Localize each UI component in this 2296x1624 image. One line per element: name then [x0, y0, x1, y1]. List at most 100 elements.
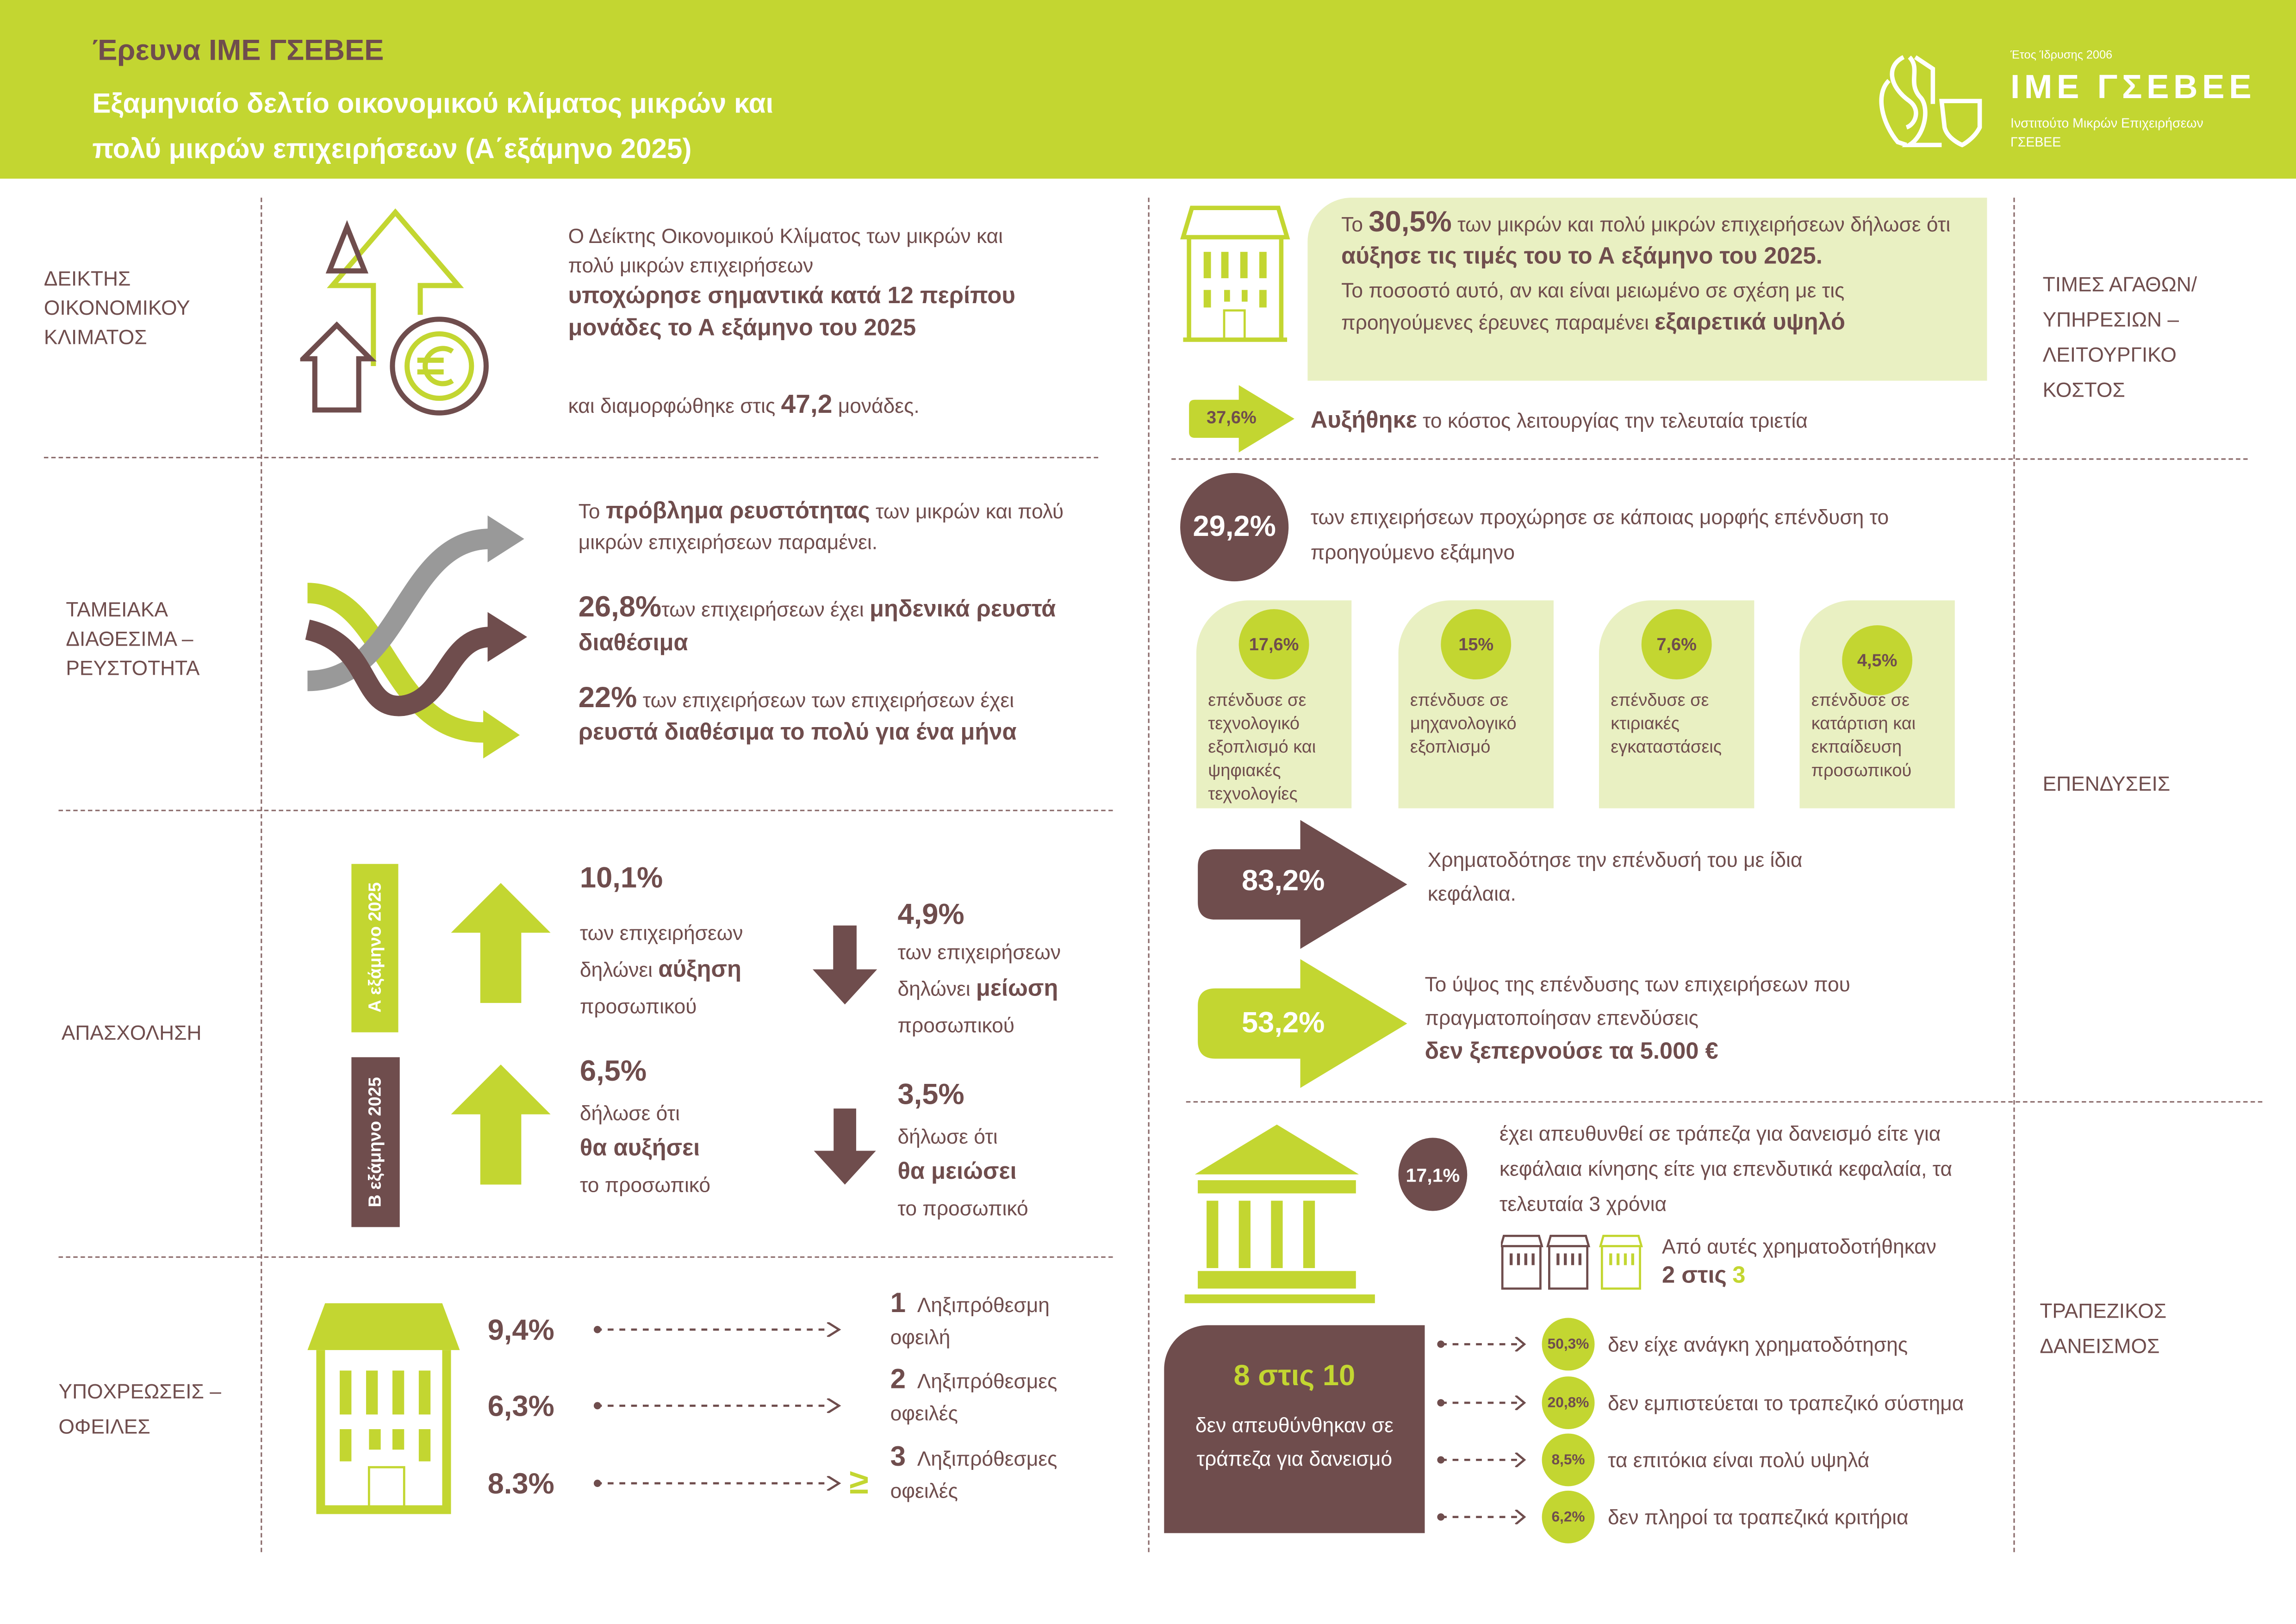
card-text: επένδυσε σε κτιριακές εγκαταστάσεις — [1611, 690, 1722, 757]
debt-count: 3 — [890, 1442, 906, 1473]
text: το προσωπικό — [897, 1196, 1028, 1220]
debt-value: 8.3% — [487, 1468, 554, 1501]
card-value: 7,6% — [1641, 609, 1712, 680]
text: Ληξιπρόθεσμες — [917, 1369, 1058, 1393]
debt-label: 2 Ληξιπρόθεσμες οφειλές — [890, 1365, 1058, 1429]
card-value: 15% — [1441, 609, 1512, 680]
text: δηλώνει — [579, 958, 653, 981]
arrow-up-icon — [451, 1064, 551, 1185]
text: και διαμορφώθηκε στις — [568, 394, 776, 417]
text: Αυξήθηκε — [1310, 408, 1417, 434]
text: Ληξιπρόθεσμες — [917, 1446, 1058, 1470]
card-text: επένδυσε σε τεχνολογικό εξοπλισμό και ψη… — [1208, 690, 1316, 804]
reason-text: δεν είχε ανάγκη χρηματοδότησης — [1607, 1332, 1908, 1356]
bank-value-circle: 17,1% — [1398, 1138, 1468, 1211]
divider — [1148, 198, 1150, 1552]
text: Το ποσοστό αυτό, αν και είναι μειωμένο σ… — [1341, 278, 1845, 334]
text: των μικρών και πολύ μικρών επιχειρήσεων … — [578, 499, 1064, 554]
employment-a-down: 4,9% των επιχειρήσεων δηλώνει μείωση προσωπ… — [897, 897, 1061, 1044]
climate-highlight: υποχώρησε σημαντικά κατά 12 περίπου μονά… — [568, 284, 1015, 342]
reason-value: 50,3% — [1542, 1318, 1595, 1371]
text: των επιχειρήσεων — [897, 940, 1061, 964]
dashed-arrow-icon — [1437, 1337, 1526, 1352]
section-label-prices: ΤΙΜΕΣ ΑΓΑΘΩΝ/ ΥΠΗΡΕΣΙΩΝ – ΛΕΙΤΟΥΡΓΙΚΟ ΚΟ… — [2042, 272, 2197, 401]
arrow-down-icon — [814, 1108, 876, 1185]
text: οφειλές — [890, 1479, 958, 1503]
dashed-arrow-icon — [1437, 1509, 1526, 1524]
debt-count: 1 — [890, 1288, 906, 1319]
climate-value-line: και διαμορφώθηκε στις 47,2 μονάδες. — [568, 388, 920, 422]
text: δηλώνει — [897, 977, 971, 1000]
section-label-bank-lending: ΤΡΑΠΕΖΙΚΟΣ ΔΑΝΕΙΣΜΟΣ — [2040, 1299, 2167, 1357]
investment-size-value: 53,2% — [1241, 1007, 1325, 1040]
invest-text: των επιχειρήσεων προχώρησε σε κάποιας μο… — [1310, 505, 1889, 564]
debt-count: 2 — [890, 1364, 906, 1396]
dashed-arrow-icon — [593, 1398, 841, 1413]
text: των επιχειρήσεων — [579, 921, 743, 945]
section-label-climate: ΔΕΙΚΤΗΣ ΟΙΚΟΝΟΜΙΚΟΥ ΚΛΙΜΑΤΟΣ — [44, 266, 190, 349]
text: αύξησε τις τιμές του το Α εξάμηνο του 20… — [1341, 244, 1823, 270]
building-icon — [307, 1303, 460, 1514]
logo-fullname-2: ΓΣΕΒΕΕ — [2010, 135, 2061, 149]
section-label-investments: ΕΠΕΝΔΥΣΕΙΣ — [2042, 772, 2171, 795]
text: οφειλή — [890, 1325, 951, 1349]
stat-value: 4,9% — [897, 899, 964, 932]
debt-label: 1 Ληξιπρόθεσμη οφειλή — [890, 1288, 1050, 1353]
text: το προσωπικό — [579, 1173, 711, 1196]
employment-b-down: 3,5% δήλωσε ότι θα μειώσει το προσωπικό — [897, 1078, 1028, 1226]
divider — [58, 809, 1113, 811]
not-applied-text: δεν απευθύνθηκαν σε τράπεζα για δανεισμό — [1195, 1413, 1394, 1470]
stat-value: 6,5% — [579, 1056, 647, 1088]
shop-building-icon — [1180, 205, 1290, 342]
divider — [1186, 1101, 2263, 1103]
text: Το ύψος της επένδυσης των επιχειρήσεων π… — [1425, 972, 1850, 1030]
arrows-euro-icon — [300, 208, 489, 416]
debt-value: 6,3% — [487, 1391, 554, 1424]
text: δεν ξεπερνούσε τα 5.000 € — [1425, 1039, 1718, 1065]
funded-text: Από αυτές χρηματοδοτήθηκαν 2 στις 3 — [1662, 1232, 1936, 1292]
reason-value: 6,2% — [1542, 1490, 1595, 1543]
period-b-label: Β εξάμηνο 2025 — [364, 1077, 386, 1207]
reason-text: δεν εμπιστεύεται το τραπεζικό σύστημα — [1607, 1391, 1964, 1415]
arrow-down-icon — [812, 925, 877, 1005]
text: δήλωσε ότι — [579, 1101, 680, 1125]
divider — [58, 1256, 1113, 1258]
period-a-label: Α εξάμηνο 2025 — [364, 882, 386, 1013]
prices-text: Το 30,5% των μικρών και πολύ μικρών επιχ… — [1341, 206, 1978, 340]
text: αύξηση — [658, 958, 741, 983]
lion-shield-logo-icon — [1879, 55, 1982, 148]
prices-p2: Το ποσοστό αυτό, αν και είναι μειωμένο σ… — [1341, 274, 1978, 340]
debt-label: 3 Ληξιπρόθεσμες οφειλές — [890, 1442, 1058, 1506]
liquidity-stat-2: 22% των επιχειρήσεων των επιχειρήσεων έχ… — [579, 682, 1047, 750]
own-funds-value: 83,2% — [1241, 865, 1325, 898]
text: οφειλές — [890, 1401, 958, 1425]
arrow-right-icon — [1198, 959, 1407, 1088]
subtitle-line: πολύ μικρών επιχειρήσεων (Α΄εξάμηνο 2025… — [92, 135, 692, 166]
period-b-tag: Β εξάμηνο 2025 — [351, 1057, 400, 1227]
cost-text: Αυξήθηκε το κόστος λειτουργίας την τελευ… — [1311, 404, 1808, 438]
arrow-right-icon — [1189, 385, 1294, 453]
own-funds-text: Χρηματοδότησε την επένδυσή του με ίδια κ… — [1427, 847, 1803, 905]
text: μονάδες. — [838, 394, 920, 417]
logo-name: ΙΜΕ ΓΣΕΒΕΕ — [2010, 67, 2256, 106]
text: Από αυτές χρηματοδοτήθηκαν — [1662, 1234, 1936, 1258]
arrow-right-icon — [1198, 820, 1407, 949]
card-text: επένδυσε σε μηχανολογικό εξοπλισμό — [1410, 690, 1517, 757]
liquidity-stat-1: 26,8%των επιχειρήσεων έχει μηδενικά ρευσ… — [579, 591, 1076, 660]
liquidity-intro: Το πρόβλημα ρευστότητας των μικρών και π… — [579, 497, 1120, 557]
text: το κόστος λειτουργίας την τελευταία τριε… — [1423, 408, 1808, 432]
funded-total: 3 — [1732, 1263, 1746, 1289]
greater-equal-sign: ≥ — [849, 1462, 869, 1503]
text: των επιχειρήσεων των επιχειρήσεων έχει — [642, 688, 1014, 712]
reason-value: 8,5% — [1542, 1433, 1595, 1487]
employment-b-up: 6,5% δήλωσε ότι θα αυξήσει το προσωπικό — [580, 1054, 710, 1202]
stat-value: 22% — [578, 682, 637, 715]
section-label-employment: ΑΠΑΣΧΟΛΗΣΗ — [61, 1020, 202, 1044]
divider — [44, 457, 1098, 459]
crossing-arrows-icon — [305, 515, 528, 759]
divider — [261, 198, 262, 1552]
reason-text: τα επιτόκια είναι πολύ υψηλά — [1607, 1448, 1870, 1472]
climate-value: 47,2 — [781, 389, 833, 419]
text: μηδενικά ρευστά διαθέσιμα — [578, 597, 1056, 656]
